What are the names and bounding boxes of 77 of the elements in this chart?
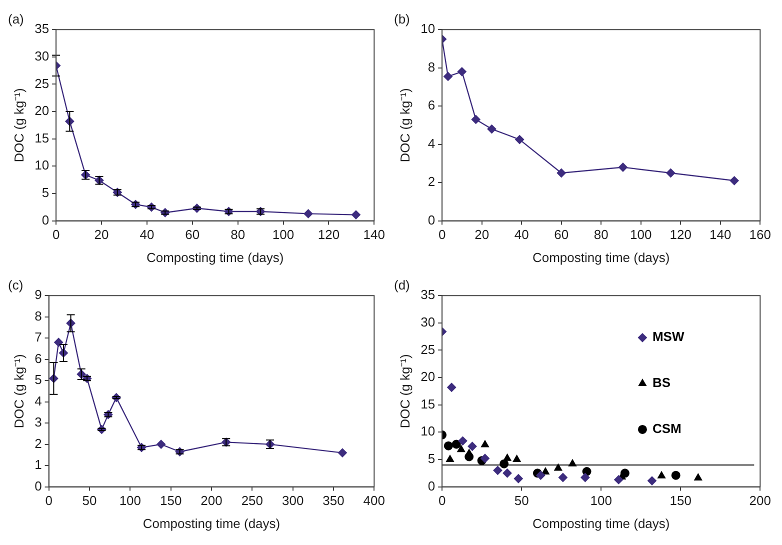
x-tick-label: 100 xyxy=(119,493,142,508)
y-tick-label: 0 xyxy=(428,478,436,494)
x-tick-label: 20 xyxy=(94,227,109,242)
x-tick-label: 100 xyxy=(630,227,652,242)
x-tick-label: 200 xyxy=(200,493,222,508)
chart-title: (b) xyxy=(394,11,410,26)
x-tick-label: 150 xyxy=(160,493,182,508)
x-tick-label: 100 xyxy=(272,227,294,242)
y-axis-title: DOC (g kg⁻¹) xyxy=(11,354,26,428)
x-tick-label: 120 xyxy=(670,227,692,242)
y-tick-label: 10 xyxy=(420,424,436,439)
y-tick-label: 10 xyxy=(34,158,50,173)
y-tick-label: 5 xyxy=(428,451,436,466)
y-tick-label: 0 xyxy=(428,212,436,228)
y-tick-label: 25 xyxy=(420,342,436,357)
y-tick-label: 8 xyxy=(428,59,436,74)
y-axis-title: DOC (g kg⁻¹) xyxy=(397,354,412,428)
x-tick-label: 160 xyxy=(749,227,772,242)
x-tick-label: 150 xyxy=(670,493,692,508)
y-tick-label: 9 xyxy=(34,287,42,302)
y-tick-label: 20 xyxy=(34,103,50,118)
y-tick-label: 5 xyxy=(42,185,50,200)
y-tick-label: 15 xyxy=(420,396,436,412)
x-tick-label: 400 xyxy=(363,493,386,508)
y-tick-label: 20 xyxy=(420,369,436,384)
x-tick-label: 140 xyxy=(363,227,386,242)
legend-label: BS xyxy=(652,375,671,390)
x-axis-title: Composting time (days) xyxy=(142,516,280,531)
y-axis-title: DOC (g kg⁻¹) xyxy=(11,88,26,162)
y-tick-label: 0 xyxy=(42,212,50,228)
chart-title: (a) xyxy=(8,11,24,26)
y-tick-label: 4 xyxy=(34,393,42,408)
y-tick-label: 25 xyxy=(34,76,50,91)
y-tick-label: 3 xyxy=(34,414,42,430)
y-tick-label: 1 xyxy=(34,457,42,472)
x-tick-label: 200 xyxy=(749,493,772,508)
y-axis-title: DOC (g kg⁻¹) xyxy=(397,88,412,162)
legend-label: CSM xyxy=(652,421,682,436)
x-tick-label: 0 xyxy=(438,227,446,242)
x-axis-title: Composting time (days) xyxy=(532,516,670,531)
y-tick-label: 10 xyxy=(420,21,436,36)
x-axis-title: Composting time (days) xyxy=(146,250,284,265)
y-tick-label: 8 xyxy=(34,308,42,324)
x-tick-label: 0 xyxy=(438,493,446,508)
x-tick-label: 60 xyxy=(554,227,569,242)
x-tick-label: 300 xyxy=(282,493,304,508)
x-tick-label: 80 xyxy=(230,227,246,242)
y-tick-label: 6 xyxy=(34,350,42,366)
y-tick-label: 30 xyxy=(420,314,436,330)
y-tick-label: 0 xyxy=(34,478,42,494)
y-tick-label: 35 xyxy=(34,21,50,36)
x-tick-label: 80 xyxy=(594,227,608,242)
x-tick-label: 250 xyxy=(241,493,264,508)
legend-label: MSW xyxy=(652,329,685,344)
chart-title: (d) xyxy=(394,277,410,292)
y-tick-label: 6 xyxy=(428,98,436,113)
x-tick-label: 50 xyxy=(82,493,97,508)
chart-title: (c) xyxy=(8,277,24,292)
x-tick-label: 350 xyxy=(322,493,344,508)
x-axis-title: Composting time (days) xyxy=(532,250,670,265)
x-tick-label: 0 xyxy=(52,227,60,242)
y-tick-label: 35 xyxy=(420,287,436,302)
x-tick-label: 120 xyxy=(318,227,340,242)
y-tick-label: 2 xyxy=(34,436,42,451)
x-tick-label: 100 xyxy=(590,493,612,508)
x-tick-label: 40 xyxy=(140,227,154,242)
x-tick-label: 20 xyxy=(474,227,490,242)
x-tick-label: 40 xyxy=(514,227,529,242)
y-tick-label: 30 xyxy=(34,48,50,64)
y-tick-label: 5 xyxy=(34,372,42,388)
y-tick-label: 7 xyxy=(34,330,42,345)
x-tick-label: 60 xyxy=(185,227,200,242)
y-tick-label: 2 xyxy=(428,174,436,190)
y-tick-label: 4 xyxy=(428,136,436,151)
x-tick-label: 140 xyxy=(710,227,732,242)
y-tick-label: 15 xyxy=(34,130,50,146)
x-tick-label: 50 xyxy=(514,493,529,508)
